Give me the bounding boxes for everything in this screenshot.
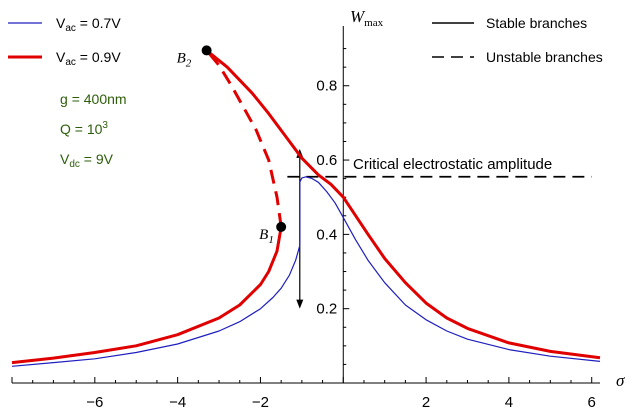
- legend-label: Vac = 0.7V: [56, 15, 121, 34]
- axis-ticks: −6 −4 −2 2 4 6 0.2 0.4 0.6 0.8: [11, 48, 596, 411]
- parameter-list: g = 400nm Q = 103 Vdc = 9V: [60, 91, 127, 170]
- legend-label: Unstable branches: [486, 49, 603, 65]
- y-axis-label: Wmax: [350, 7, 384, 29]
- x-tick-label: 2: [422, 394, 430, 411]
- x-axis-label: σ: [616, 371, 625, 390]
- parameter-item: g = 400nm: [60, 91, 127, 107]
- parameter-item: Q = 103: [60, 120, 108, 137]
- x-tick-label: −6: [86, 394, 103, 411]
- jump-arrow-head-down: [296, 299, 304, 309]
- legend-label: Stable branches: [486, 15, 587, 31]
- point-b2: [201, 45, 212, 56]
- critical-amplitude-label: Critical electrostatic amplitude: [353, 156, 552, 173]
- series-group: [11, 49, 601, 367]
- point-b1: [276, 221, 287, 232]
- point-label-b2: B2: [177, 50, 192, 69]
- series-line-vac-0-7: [11, 176, 601, 367]
- legend-label: Vac = 0.9V: [56, 49, 121, 68]
- x-tick-label: −2: [252, 394, 269, 411]
- y-tick-label: 0.8: [316, 78, 337, 95]
- y-tick-label: 0.4: [316, 226, 337, 243]
- series-line-vac-0-9: [205, 49, 601, 360]
- y-tick-label: 0.6: [316, 152, 337, 169]
- x-tick-label: 4: [505, 394, 513, 411]
- series-line-vac-0-9-unstable: [205, 49, 283, 228]
- bifurcation-points: B1 B2: [177, 45, 287, 246]
- y-tick-label: 0.2: [316, 301, 337, 318]
- parameter-item: Vdc = 9V: [60, 151, 114, 170]
- x-tick-label: −4: [169, 394, 186, 411]
- x-tick-label: 6: [588, 394, 596, 411]
- series-line-vac-0-9: [11, 226, 283, 365]
- point-label-b1: B1: [259, 227, 274, 246]
- legend-right: Stable branches Unstable branches: [432, 15, 603, 65]
- legend-left: Vac = 0.7V Vac = 0.9V: [8, 15, 121, 68]
